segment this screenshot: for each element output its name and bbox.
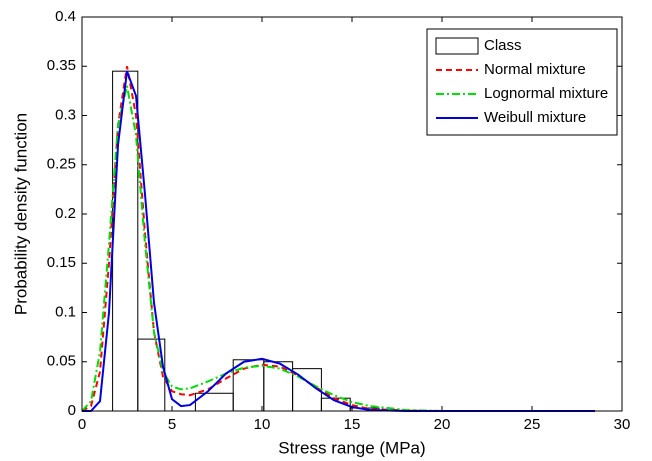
x-tick-label: 30 bbox=[614, 416, 631, 433]
y-tick-label: 0.25 bbox=[47, 156, 76, 173]
legend-label: Normal mixture bbox=[484, 61, 586, 78]
legend-label: Lognormal mixture bbox=[484, 85, 608, 102]
x-axis-label: Stress range (MPa) bbox=[278, 438, 425, 457]
y-tick-label: 0.35 bbox=[47, 57, 76, 74]
density-line bbox=[82, 70, 595, 412]
y-axis-label: Probability density function bbox=[11, 113, 30, 315]
y-tick-label: 0.3 bbox=[55, 106, 76, 123]
x-tick-label: 10 bbox=[254, 416, 271, 433]
x-tick-label: 15 bbox=[344, 416, 361, 433]
x-tick-label: 20 bbox=[434, 416, 451, 433]
y-tick-label: 0 bbox=[68, 402, 76, 419]
legend-label: Weibull mixture bbox=[484, 109, 586, 126]
y-tick-label: 0.4 bbox=[55, 8, 76, 25]
x-tick-label: 5 bbox=[168, 416, 176, 433]
y-tick-label: 0.15 bbox=[47, 254, 76, 271]
y-tick-label: 0.05 bbox=[47, 353, 76, 370]
density-line bbox=[81, 66, 595, 412]
legend-swatch bbox=[435, 37, 479, 55]
legend-label: Class bbox=[484, 37, 522, 54]
x-tick-label: 25 bbox=[524, 416, 541, 433]
y-tick-label: 0.1 bbox=[55, 303, 76, 320]
y-tick-label: 0.2 bbox=[55, 205, 76, 222]
x-tick-label: 0 bbox=[78, 416, 86, 433]
